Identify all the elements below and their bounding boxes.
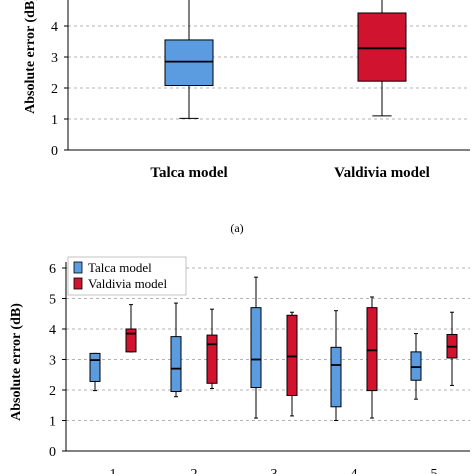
chart-b-y-tick-label: 4 [49,323,56,338]
chart-a: Absolute error (dB) 0 1 2 3 4 5 Talca model Val… [23,0,470,181]
chart-b-y-axis-label: Absolute error (dB) [9,303,24,421]
chart-a-y-tick-label: 4 [51,20,58,35]
chart-a-category-label: Talca model [150,165,227,181]
chart-b-talca-box-1-box [89,352,101,382]
chart-b-talca-box-3-box [250,307,262,389]
chart-b-valdivia-box-4-box [366,307,378,392]
chart-b-y-tick-label: 5 [49,293,56,308]
chart-b-legend-swatch [73,261,83,274]
chart-a-box-2-box [357,12,407,82]
chart-a-y-tick-label: 5 [51,0,58,4]
chart-b-talca-box-2-box [170,336,182,393]
chart-b-y-tick-label: 1 [49,415,56,430]
chart-b-y-tick-label: 2 [49,384,56,399]
chart-b-talca-box-4-box [330,346,342,408]
chart-b-valdivia-box-1-box [125,328,137,353]
chart-b-category-label: 2 [191,467,198,474]
chart-a-y-tick-label: 1 [51,113,58,128]
chart-b-category-label: 3 [271,467,278,474]
chart-b-y-tick-label: 0 [49,445,56,460]
chart-b-legend-swatch [73,277,83,290]
chart-b-talca-box-5-box [410,351,422,381]
chart-b-category-label: 4 [351,467,358,474]
chart-a-category-label: Valdivia model [334,165,430,181]
chart-b-category-label: 1 [110,467,117,474]
chart-b-legend-frame [67,256,187,296]
chart-b-legend-label: Talca model [88,260,152,275]
caption-a: (a) [230,221,243,235]
chart-a-y-tick-label: 3 [51,51,58,66]
chart-b: Absolute error (dB) 0 1 2 3 4 5 6 1 2 3 4 5 Talca mo… [9,256,470,474]
chart-a-y-tick-label: 2 [51,82,58,97]
chart-a-box-1-box [164,39,214,87]
chart-b-valdivia-box-3-box [286,314,298,396]
chart-b-valdivia-box-2-box [206,334,218,384]
chart-b-legend-label: Valdivia model [88,276,167,291]
chart-a-y-tick-label: 0 [51,144,58,159]
chart-b-y-tick-label: 6 [49,262,56,277]
chart-b-y-tick-label: 3 [49,354,56,369]
chart-b-category-label: 5 [431,467,438,474]
chart-a-y-axis-label: Absolute error (dB) [23,0,38,114]
